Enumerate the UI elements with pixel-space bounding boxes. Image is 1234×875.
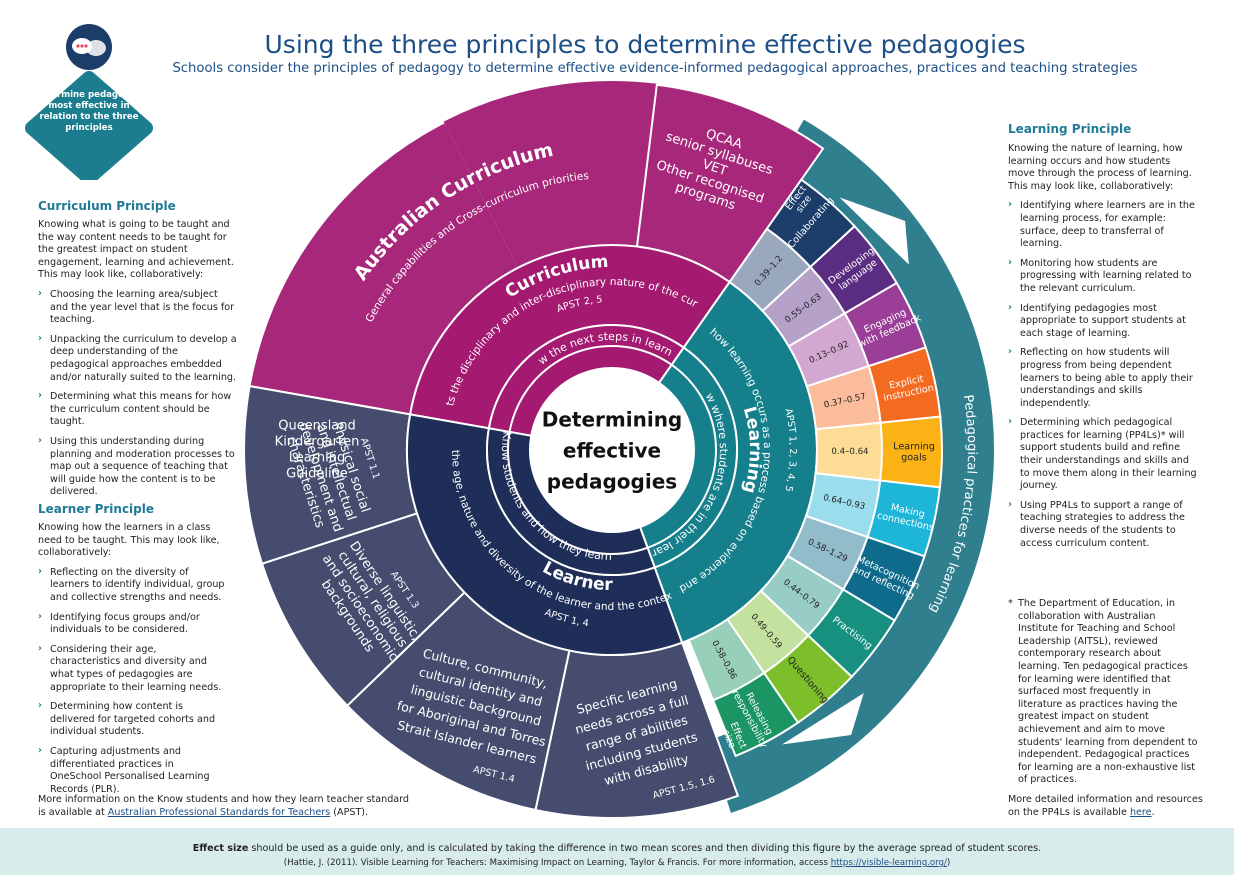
learner-principle-heading: Learner Principle: [38, 502, 155, 516]
list-item: Reflecting on how students will progress…: [1008, 346, 1200, 410]
more-info-text-1: More information on the Know students an…: [38, 794, 410, 805]
page-title: Using the three principles to determine …: [264, 30, 1026, 59]
learner-principle-panel: Knowing how the learners in a class need…: [38, 522, 228, 803]
learner-principle-list: Reflecting on the diversity of learners …: [38, 566, 228, 797]
inner-divider: [507, 345, 717, 555]
list-item: Using this understanding during planning…: [38, 435, 238, 499]
pp4l-label: Learning: [893, 441, 935, 452]
curriculum-principle-panel: Knowing what is going to be taught and t…: [38, 219, 238, 506]
pedagogy-wheel: 0.39–1.2Collaborating0.55–0.63Developing…: [244, 81, 996, 818]
list-item: Identifying focus groups and/or individu…: [38, 611, 228, 637]
list-item: Determining which pedagogical practices …: [1008, 416, 1200, 493]
more-detail: More detailed information and resources …: [1008, 794, 1203, 818]
qklg-label: Queensland: [278, 419, 356, 434]
chat-bubbles-icon: [72, 38, 106, 56]
pp4l-here-link[interactable]: here: [1129, 806, 1152, 818]
more-info-text-3: (APST).: [333, 806, 369, 818]
qklg-label: Guideline: [286, 467, 348, 482]
more-detail-text: More detailed information and resources …: [1008, 794, 1203, 818]
badge-text-2: most effective in: [48, 101, 129, 111]
list-item: Reflecting on the diversity of learners …: [38, 566, 228, 605]
list-item: Choosing the learning area/subject and t…: [38, 288, 238, 327]
center-title-group: Determining effective pedagogies: [542, 408, 683, 494]
center-title: pedagogies: [547, 470, 677, 494]
effect-size-value: 0.4–0.64: [831, 447, 868, 457]
curriculum-principle-list: Choosing the learning area/subject and t…: [38, 288, 238, 499]
citation-text: (Hattie, J. (2011). Visible Learning for…: [283, 858, 828, 868]
pp4l-label: goals: [901, 452, 927, 463]
page-subtitle: Schools consider the principles of pedag…: [172, 61, 1138, 76]
more-info-text-2: is available at: [38, 806, 105, 818]
effect-size-note: Effect size should be used as a guide on…: [0, 843, 1234, 854]
list-item: Unpacking the curriculum to develop a de…: [38, 333, 238, 384]
arrow-up-icon: [839, 197, 909, 265]
asterisk-note-text: The Department of Education, in collabor…: [1018, 598, 1198, 786]
citation: (Hattie, J. (2011). Visible Learning for…: [283, 858, 951, 868]
learner-principle-intro: Knowing how the learners in a class need…: [38, 522, 220, 559]
qklg-label: Kindergarten: [275, 435, 360, 450]
asterisk-note: * The Department of Education, in collab…: [1008, 598, 1198, 786]
qcaa-label: VET: [700, 157, 729, 179]
effect-size-text: should be used as a guide only, and is c…: [251, 843, 1042, 854]
learning-apst-path: APST 1, 2, 3, 4, 5: [782, 407, 798, 492]
apst-link[interactable]: Australian Professional Standards for Te…: [107, 806, 331, 818]
learning-apst: APST 1, 2, 3, 4, 5: [782, 407, 798, 492]
badge-text-1: Determine pedagogies: [34, 90, 144, 100]
arrow-down-icon: [782, 693, 864, 745]
list-item: Determining what this means for how the …: [38, 390, 238, 429]
list-item: Determining how content is delivered for…: [38, 700, 228, 739]
visible-learning-link[interactable]: https://visible-learning.org/: [830, 858, 947, 868]
list-item: Capturing adjustments and differentiated…: [38, 745, 228, 796]
center-title: effective: [563, 439, 661, 463]
center-circle: [530, 368, 694, 532]
learning-principle-intro: Knowing the nature of learning, how lear…: [1008, 143, 1192, 192]
effect-size-value-group: 0.4–0.64: [831, 447, 868, 457]
learning-principle-panel: Knowing the nature of learning, how lear…: [1008, 143, 1200, 557]
curriculum-principle-intro: Knowing what is going to be taught and t…: [38, 219, 234, 281]
badge-text-3: relation to the three: [39, 112, 138, 122]
effect-size-footer: [0, 828, 1234, 875]
badge: Determine pedagogies most effective in r…: [25, 24, 153, 180]
list-item: Using PP4Ls to support a range of teachi…: [1008, 499, 1200, 550]
pp4l-releasing-responsibility: [711, 671, 800, 758]
list-item: Considering their age, characteristics a…: [38, 643, 228, 694]
curriculum-principle-heading: Curriculum Principle: [38, 199, 176, 213]
list-item: Identifying pedagogies most appropriate …: [1008, 302, 1200, 341]
qklg-label: Learning: [289, 451, 345, 466]
center-title: Determining: [542, 408, 683, 432]
learning-principle-list: Identifying where learners are in the le…: [1008, 199, 1200, 550]
list-item: Monitoring how students are progressing …: [1008, 257, 1200, 296]
learner-more-info: More information on the Know students an…: [38, 794, 438, 819]
list-item: Identifying where learners are in the le…: [1008, 199, 1200, 250]
badge-text-4: principles: [65, 123, 113, 133]
effect-size-bold: Effect size: [192, 843, 249, 854]
learning-principle-heading: Learning Principle: [1008, 122, 1132, 136]
